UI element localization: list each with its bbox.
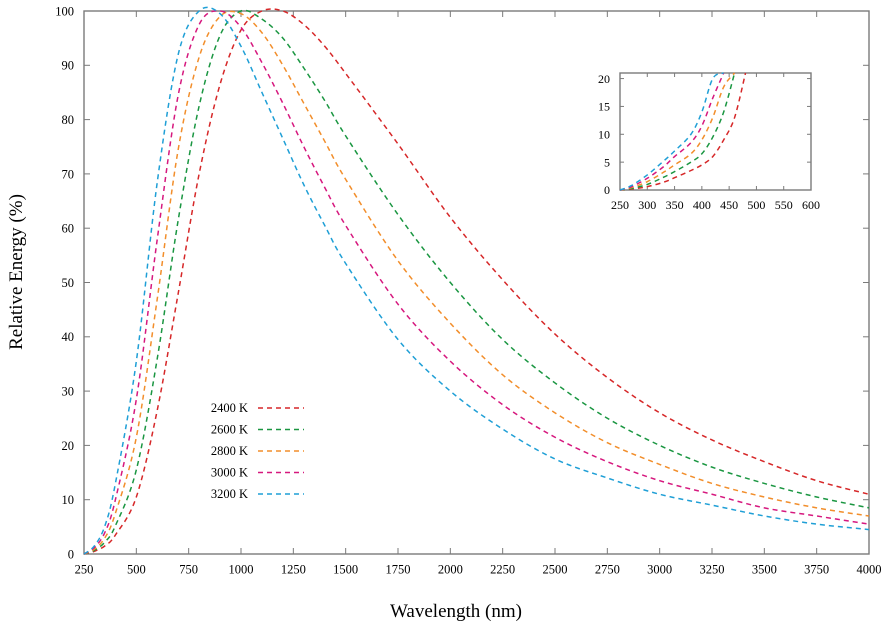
main-y-tick-label: 10 bbox=[62, 493, 75, 507]
legend-label: 2400 K bbox=[211, 401, 248, 415]
legend-label: 2600 K bbox=[211, 423, 248, 437]
main-y-tick-label: 100 bbox=[55, 4, 74, 18]
main-x-tick-label: 1500 bbox=[333, 563, 358, 577]
main-series-line-3000k bbox=[83, 10, 870, 555]
inset-x-tick-label: 500 bbox=[747, 198, 765, 212]
main-series-line-2800k bbox=[83, 10, 870, 555]
inset-y-tick-label: 5 bbox=[604, 155, 610, 169]
inset-series bbox=[619, 72, 747, 191]
main-ticks: 250 500 750 1000 1250 1500 1750 2000 2250 2500 275… bbox=[55, 4, 881, 576]
main-x-tick-label: 3750 bbox=[804, 563, 829, 577]
main-x-tick-label: 250 bbox=[75, 563, 94, 577]
inset-y-tick-label: 20 bbox=[598, 72, 610, 86]
main-x-tick-label: 1000 bbox=[229, 563, 254, 577]
inset-x-tick-label: 600 bbox=[802, 198, 820, 212]
inset-x-tick-label: 250 bbox=[611, 198, 629, 212]
main-x-tick-label: 1250 bbox=[281, 563, 306, 577]
inset-series-line-2 bbox=[619, 72, 736, 191]
inset-y-tick-label: 15 bbox=[598, 100, 610, 114]
inset-series-line-4 bbox=[619, 72, 725, 191]
inset-x-tick-label: 400 bbox=[693, 198, 711, 212]
main-y-tick-label: 30 bbox=[62, 384, 75, 398]
main-y-tick-label: 50 bbox=[62, 276, 75, 290]
main-x-tick-label: 2000 bbox=[438, 563, 463, 577]
inset-series-line-3 bbox=[619, 72, 736, 191]
legend-label: 2800 K bbox=[211, 444, 248, 458]
inset-y-tick-label: 10 bbox=[598, 127, 610, 141]
inset-x-tick-label: 300 bbox=[638, 198, 656, 212]
main-x-tick-label: 500 bbox=[127, 563, 146, 577]
main-series-line-3200k bbox=[83, 6, 870, 555]
legend: 2400 K 2600 K 2800 K 3000 K 3200 K bbox=[211, 401, 304, 501]
inset-x-tick-label: 550 bbox=[775, 198, 793, 212]
main-x-tick-label: 2500 bbox=[543, 563, 568, 577]
y-axis-label: Relative Energy (%) bbox=[6, 194, 27, 350]
inset-series-line-1 bbox=[619, 72, 747, 191]
main-series-line-2600k bbox=[83, 9, 870, 555]
main-y-tick-label: 90 bbox=[62, 59, 75, 73]
main-x-tick-label: 4000 bbox=[857, 563, 882, 577]
legend-label: 3000 K bbox=[211, 466, 248, 480]
inset-ticks: 250 300 350 400 450 500 550 600 0 5 10 15 20 bbox=[598, 72, 820, 212]
inset-x-tick-label: 450 bbox=[720, 198, 738, 212]
main-y-tick-label: 70 bbox=[62, 167, 75, 181]
main-series bbox=[83, 6, 870, 555]
x-axis-label: Wavelength (nm) bbox=[390, 601, 522, 622]
main-x-tick-label: 2250 bbox=[490, 563, 515, 577]
main-x-tick-label: 3500 bbox=[752, 563, 777, 577]
inset-y-tick-label: 0 bbox=[604, 183, 610, 197]
main-y-tick-label: 60 bbox=[62, 222, 75, 236]
main-x-tick-label: 3250 bbox=[700, 563, 725, 577]
main-series-line-2400k bbox=[83, 8, 870, 555]
main-x-tick-label: 750 bbox=[179, 563, 198, 577]
main-y-tick-label: 40 bbox=[62, 330, 75, 344]
main-x-tick-label: 1750 bbox=[386, 563, 411, 577]
main-plot: 250 500 750 1000 1250 1500 1750 2000 2250 2500 275… bbox=[6, 4, 882, 622]
main-x-tick-label: 3000 bbox=[647, 563, 672, 577]
inset-plot: 250 300 350 400 450 500 550 600 0 5 10 15 20 bbox=[598, 72, 820, 212]
main-y-tick-label: 80 bbox=[62, 113, 75, 127]
main-y-tick-label: 20 bbox=[62, 439, 75, 453]
inset-x-tick-label: 350 bbox=[666, 198, 684, 212]
main-y-tick-label: 0 bbox=[68, 547, 74, 561]
main-x-tick-label: 2750 bbox=[595, 563, 620, 577]
legend-label: 3200 K bbox=[211, 487, 248, 501]
inset-series-line-5 bbox=[619, 72, 725, 191]
